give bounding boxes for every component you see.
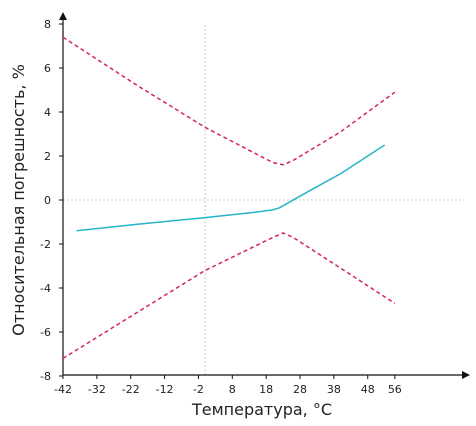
x-tick-label: -2 — [193, 383, 204, 396]
axes — [59, 12, 470, 379]
y-tick-label: 2 — [44, 150, 51, 163]
series-group — [63, 37, 395, 358]
x-tick-label: -12 — [156, 383, 174, 396]
y-tick-label: 8 — [44, 18, 51, 31]
x-tick-label: 18 — [259, 383, 273, 396]
x-axis-title: Температура, °С — [191, 400, 332, 419]
x-tick-label: -22 — [122, 383, 140, 396]
y-axis-title: Относительная погрешность, % — [9, 64, 28, 336]
y-tick-label: 0 — [44, 194, 51, 207]
y-tick-label: -2 — [40, 238, 51, 251]
x-tick-label: -42 — [54, 383, 72, 396]
y-tick-label: -8 — [40, 370, 51, 383]
y-tick-label: 6 — [44, 62, 51, 75]
series-line-1 — [77, 145, 385, 231]
y-tick-label: 4 — [44, 106, 51, 119]
x-tick-label: 48 — [361, 383, 375, 396]
x-tick-label: 56 — [388, 383, 402, 396]
y-tick-label: -6 — [40, 326, 51, 339]
x-tick-label: 8 — [229, 383, 236, 396]
y-tick-label: -4 — [40, 282, 51, 295]
series-line-3 — [63, 233, 395, 358]
x-axis-arrow — [462, 371, 470, 379]
x-tick-label: -32 — [88, 383, 106, 396]
series-line-2 — [63, 37, 395, 165]
y-axis-arrow — [59, 12, 67, 20]
x-tick-label: 38 — [327, 383, 341, 396]
x-tick-label: 28 — [293, 383, 307, 396]
